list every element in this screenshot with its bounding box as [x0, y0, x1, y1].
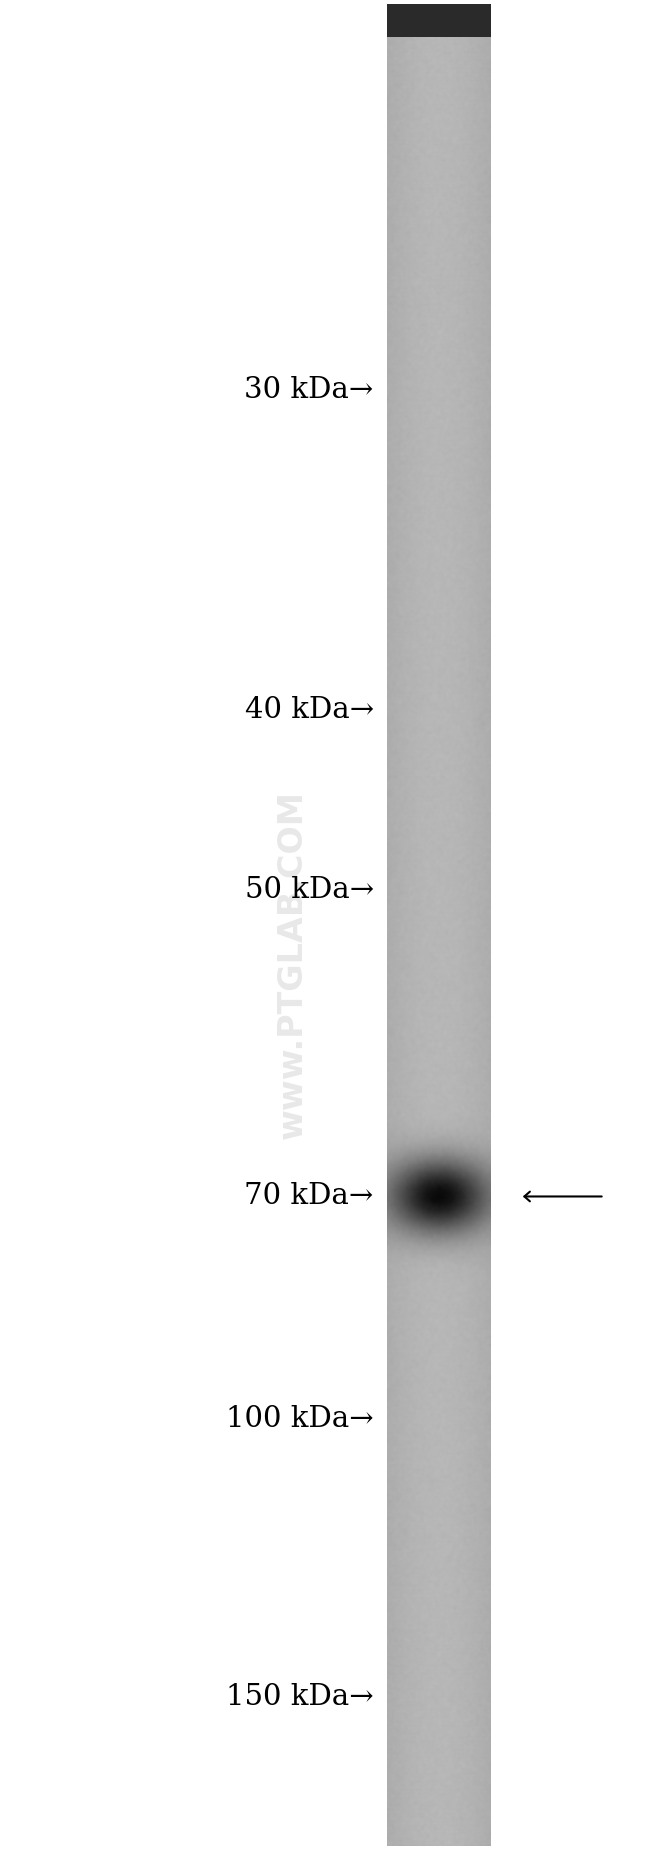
Text: 50 kDa→: 50 kDa→: [244, 876, 374, 905]
Bar: [387, 4, 491, 37]
Text: 30 kDa→: 30 kDa→: [244, 375, 374, 404]
Text: 100 kDa→: 100 kDa→: [226, 1404, 374, 1434]
Text: 150 kDa→: 150 kDa→: [226, 1682, 374, 1712]
Text: 70 kDa→: 70 kDa→: [244, 1182, 374, 1211]
Text: 40 kDa→: 40 kDa→: [244, 696, 374, 725]
Text: www.PTGLAB.COM: www.PTGLAB.COM: [276, 790, 309, 1139]
